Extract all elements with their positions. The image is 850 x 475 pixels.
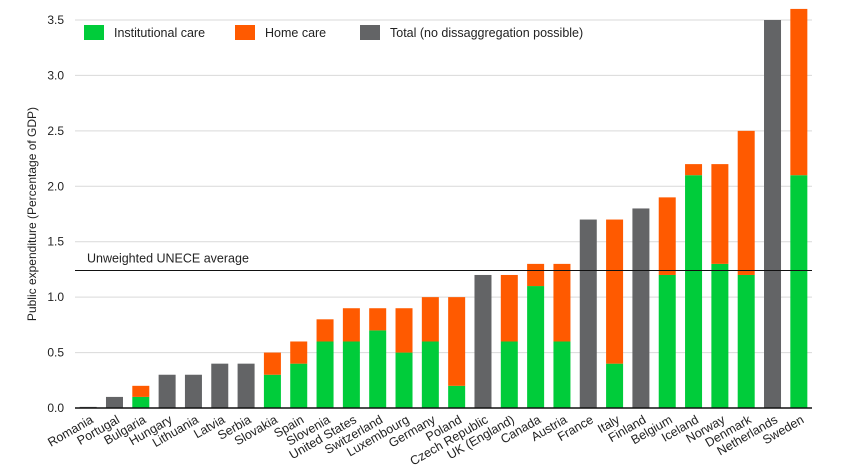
legend: Institutional care Home care Total (no dis…: [84, 25, 583, 40]
bar-segment: [500, 274, 518, 342]
bar-segment: [737, 274, 755, 408]
legend-label: Home care: [265, 26, 326, 40]
y-tick-label: 0.5: [47, 346, 64, 360]
y-tick-label: 3.0: [47, 68, 64, 82]
bar-segment: [105, 396, 123, 408]
bar-segment: [263, 352, 281, 375]
bar-segment: [474, 274, 492, 408]
bar-segment: [263, 374, 281, 408]
bar-segment: [421, 341, 439, 408]
bar-segment: [211, 363, 229, 408]
legend-label: Institutional care: [114, 26, 205, 40]
bar-segment: [579, 219, 597, 408]
bar-segment: [448, 297, 466, 386]
y-tick-label: 1.0: [47, 290, 64, 304]
bar-segment: [500, 341, 518, 408]
legend-swatch: [360, 25, 380, 40]
bar-segment: [790, 8, 808, 176]
bar-segment: [711, 263, 729, 408]
grid-lines: [75, 19, 812, 354]
bars: [79, 8, 808, 408]
y-axis-label: Public expenditure (Percentage of GDP): [25, 107, 39, 321]
x-axis-labels: RomaniaPortugalBulgariaHungaryLithuaniaL…: [45, 412, 806, 468]
bar-segment: [290, 341, 308, 364]
bar-segment: [316, 341, 334, 408]
bar-segment: [527, 263, 545, 287]
bar-segment: [184, 374, 202, 408]
legend-swatch: [235, 25, 255, 40]
legend-swatch: [84, 25, 104, 40]
bar-segment: [606, 219, 624, 364]
y-axis-ticks: 0.0 0.5 1.0 1.5 2.0 2.5 3.0 3.5: [47, 13, 64, 415]
legend-label: Total (no dissaggregation possible): [390, 26, 583, 40]
reference-line: Unweighted UNECE average: [75, 252, 812, 272]
y-tick-label: 0.0: [47, 401, 64, 415]
bar-segment: [369, 308, 387, 331]
bar-segment: [316, 319, 334, 342]
bar-segment: [685, 175, 703, 408]
bar-segment: [342, 308, 360, 342]
bar-segment: [237, 363, 255, 408]
bar-segment: [737, 130, 755, 275]
bar-segment: [158, 374, 176, 408]
bar-segment: [527, 286, 545, 408]
bar-segment: [711, 164, 729, 264]
bar-segment: [132, 385, 150, 397]
bar-segment: [132, 396, 150, 408]
bar-segment: [369, 330, 387, 408]
bar-segment: [553, 263, 571, 342]
bar-segment: [448, 385, 466, 408]
bar-segment: [606, 363, 624, 408]
bar-segment: [658, 197, 676, 275]
bar-segment: [632, 208, 650, 408]
y-tick-label: 1.5: [47, 235, 64, 249]
bar-segment: [342, 341, 360, 408]
bar-segment: [395, 308, 413, 353]
y-tick-label: 2.0: [47, 179, 64, 193]
y-tick-label: 3.5: [47, 13, 64, 27]
bar-segment: [764, 20, 782, 408]
bar-segment: [421, 297, 439, 342]
bar-segment: [553, 341, 571, 408]
bar-segment: [658, 274, 676, 408]
bar-segment: [395, 352, 413, 408]
y-tick-label: 2.5: [47, 124, 64, 138]
bar-segment: [790, 175, 808, 408]
bar-segment: [685, 164, 703, 176]
average-line-label: Unweighted UNECE average: [87, 252, 249, 266]
bar-segment: [290, 363, 308, 408]
